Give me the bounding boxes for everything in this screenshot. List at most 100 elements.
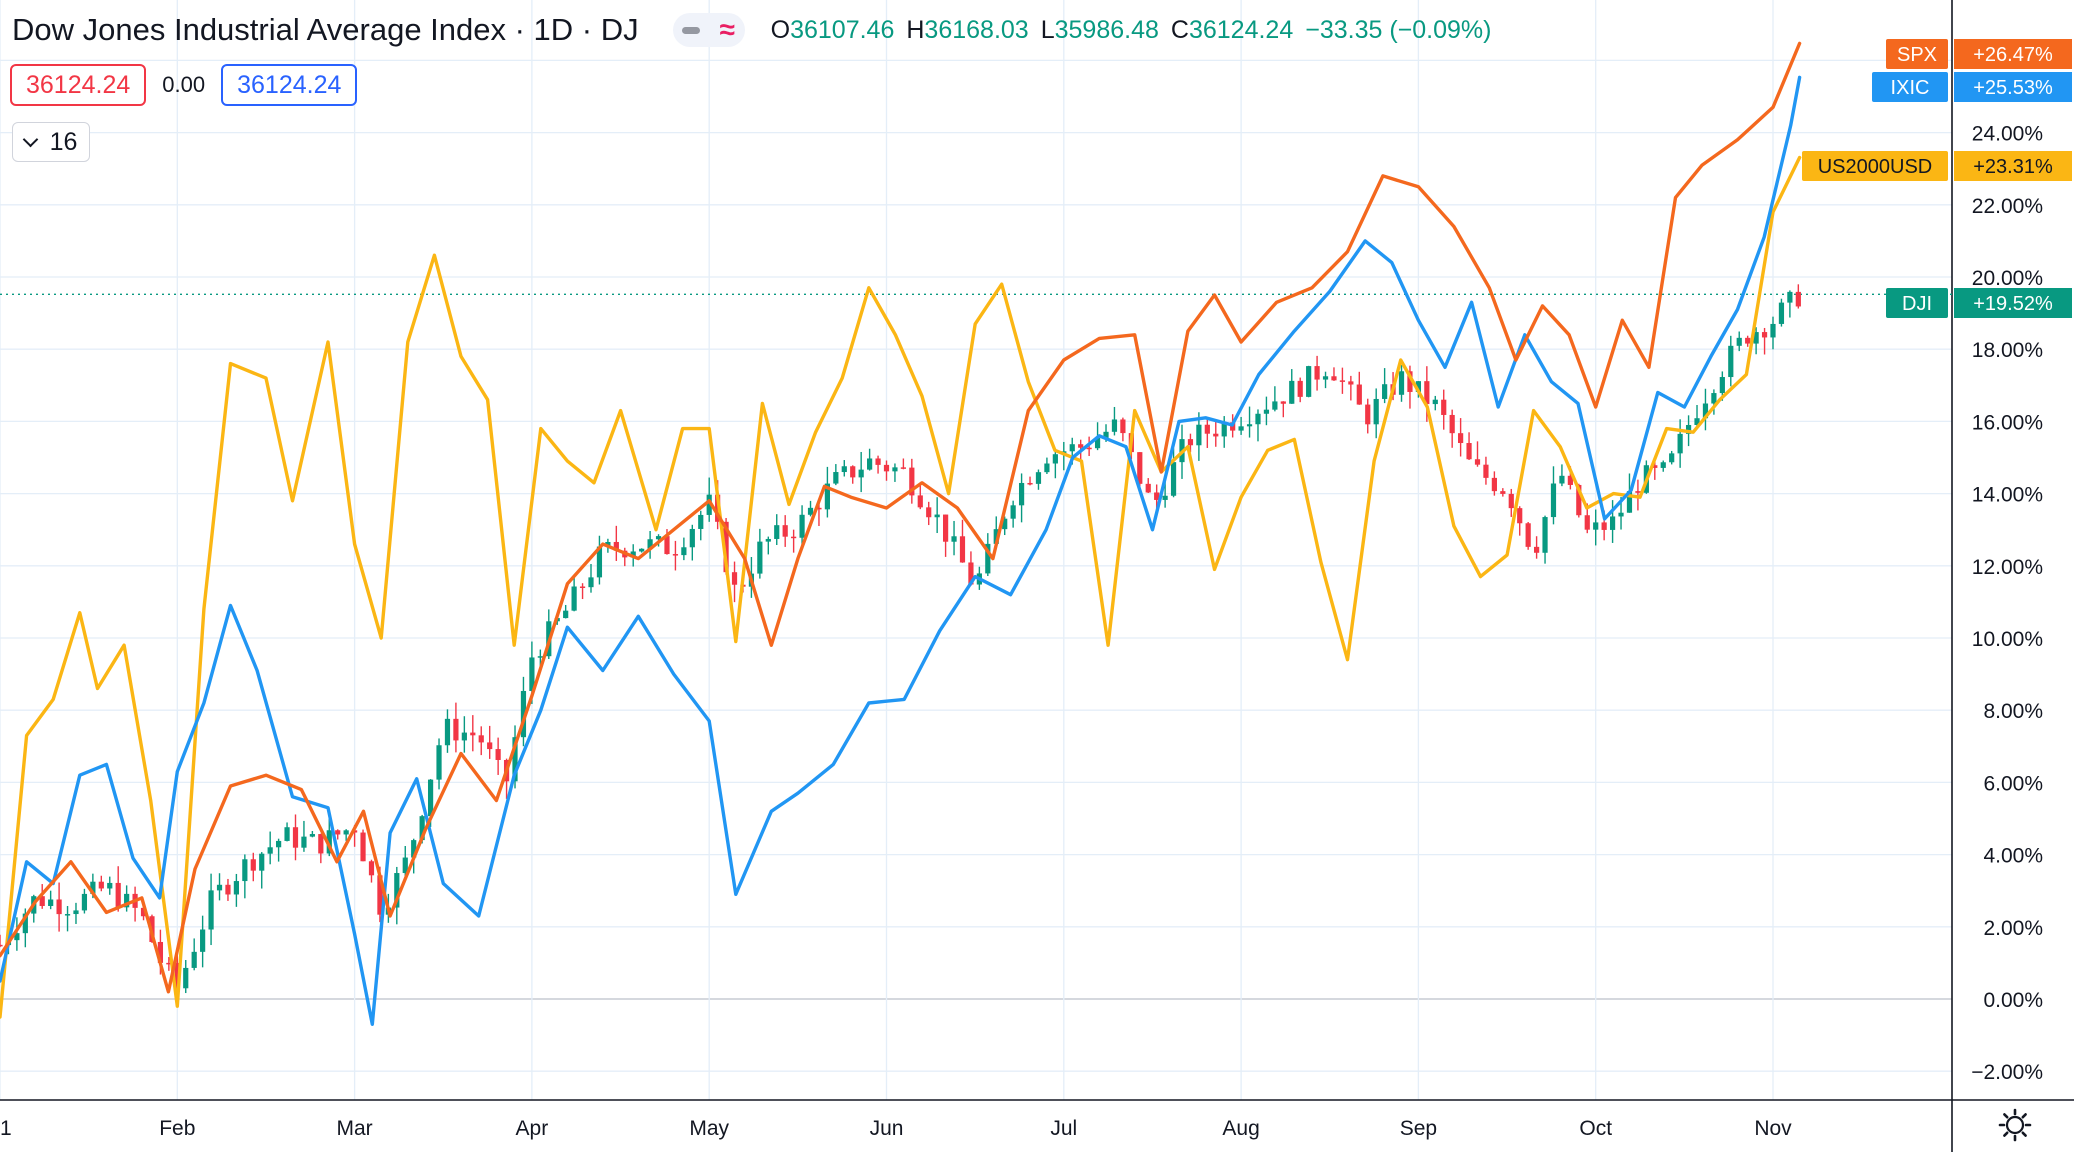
candle-body [394, 873, 400, 908]
candle-body [875, 458, 881, 465]
candle-body [1238, 426, 1244, 431]
x-tick-label: 21 [0, 1117, 12, 1140]
candle-body [613, 541, 619, 551]
candle-body [368, 861, 375, 876]
series-name-box [1886, 288, 1948, 318]
series-value-box [1954, 151, 2072, 181]
candle-body [444, 718, 451, 746]
candle-body [1736, 337, 1742, 346]
candle-body [1432, 399, 1438, 405]
candle-body [596, 546, 603, 578]
candle-body [1398, 371, 1405, 395]
candle-body [495, 749, 501, 760]
candle-body [757, 541, 763, 574]
candle-body [647, 539, 653, 549]
candle-body [1702, 403, 1709, 419]
candle-body [90, 881, 96, 894]
candle-body [166, 962, 172, 965]
candle-body [934, 514, 940, 518]
candle-body [579, 586, 586, 589]
line-style-toggle[interactable]: ≈ [672, 13, 745, 47]
candle-body [436, 745, 442, 780]
series-value-label: +25.53% [1973, 77, 2053, 99]
gear-icon[interactable] [1998, 1108, 2032, 1142]
buy-button[interactable]: 36124.24 [221, 64, 358, 106]
candle-body [1778, 302, 1785, 324]
line-style-icon [682, 26, 701, 34]
x-tick-label: Aug [1222, 1117, 1259, 1140]
x-tick-label: May [689, 1117, 729, 1140]
y-tick-label: 18.00% [1972, 339, 2043, 362]
candle-body [1458, 433, 1464, 444]
candle-body [655, 536, 662, 540]
x-axis-ticks: 21 Feb Mar Apr May Jun Jul Aug Sep Oct Nov [0, 1117, 1792, 1140]
x-tick-label: Sep [1400, 1117, 1437, 1140]
collapse-indicators-button[interactable]: 16 [12, 122, 90, 162]
candle-body [909, 467, 915, 496]
candle-body [1584, 515, 1590, 530]
candle-body [951, 536, 957, 542]
candle-body [276, 840, 282, 848]
candle-body [1111, 419, 1118, 432]
candle-body [73, 910, 79, 915]
candle-body [1770, 323, 1776, 338]
candle-body [1356, 384, 1362, 405]
candle-body [1466, 443, 1472, 460]
candle-body [115, 882, 121, 908]
y-tick-label: 14.00% [1972, 484, 2043, 507]
candle-body [411, 840, 417, 858]
candle-body [1348, 381, 1354, 385]
candle-body [22, 913, 28, 934]
candle-body [14, 933, 20, 941]
candle-body [571, 586, 577, 611]
candle-body [1018, 482, 1025, 506]
candle-body [1035, 472, 1042, 484]
y-tick-label: 8.00% [1983, 700, 2043, 723]
candle-body [1052, 454, 1058, 464]
candle-body [427, 779, 434, 817]
indicator-count: 16 [49, 127, 78, 156]
candle-body [461, 732, 467, 741]
candle-body [157, 941, 164, 963]
candle-body [478, 735, 484, 743]
y-tick-label: 28.00% [1972, 0, 2043, 1]
candle-body [1407, 371, 1413, 392]
candle-body [672, 554, 679, 556]
candle-body [250, 859, 256, 871]
y-tick-label: 20.00% [1972, 267, 2043, 290]
ohlc-readout: O36107.46 H36168.03 L35986.48 C36124.24 −33.… [771, 16, 1492, 45]
candle-body [943, 514, 949, 542]
candle-body [1213, 433, 1219, 437]
candle-body [1170, 462, 1177, 496]
candle-body [419, 816, 425, 841]
candle-body [1626, 491, 1633, 513]
candle-body [1069, 444, 1075, 452]
candle-body [48, 899, 54, 906]
candle-body [1483, 464, 1489, 478]
candle-body [377, 875, 383, 915]
candle-body [833, 472, 839, 484]
trade-boxes: 36124.24 0.00 36124.24 [10, 64, 358, 106]
candle-body [731, 572, 738, 585]
candle-body [917, 495, 923, 508]
candle-body [1289, 380, 1295, 404]
candle-body [1534, 546, 1540, 553]
series-line-us2000usd [0, 155, 1802, 1019]
candle-body [1002, 518, 1008, 530]
x-tick-label: Jun [870, 1117, 904, 1140]
candle-body [259, 853, 265, 871]
series-name-label: SPX [1897, 44, 1937, 66]
y-tick-label: −2.00% [1971, 1061, 2043, 1084]
candle-body [1263, 409, 1270, 414]
candle-body [284, 827, 290, 841]
candle-body [1753, 332, 1759, 344]
x-tick-label: Apr [516, 1117, 549, 1140]
series-line-spx [0, 41, 1802, 994]
sell-button[interactable]: 36124.24 [10, 64, 147, 106]
candle-body [1652, 465, 1658, 468]
candle-body [1567, 475, 1573, 485]
candle-body [1339, 380, 1346, 382]
candle-body [124, 893, 130, 908]
candle-body [563, 610, 569, 619]
